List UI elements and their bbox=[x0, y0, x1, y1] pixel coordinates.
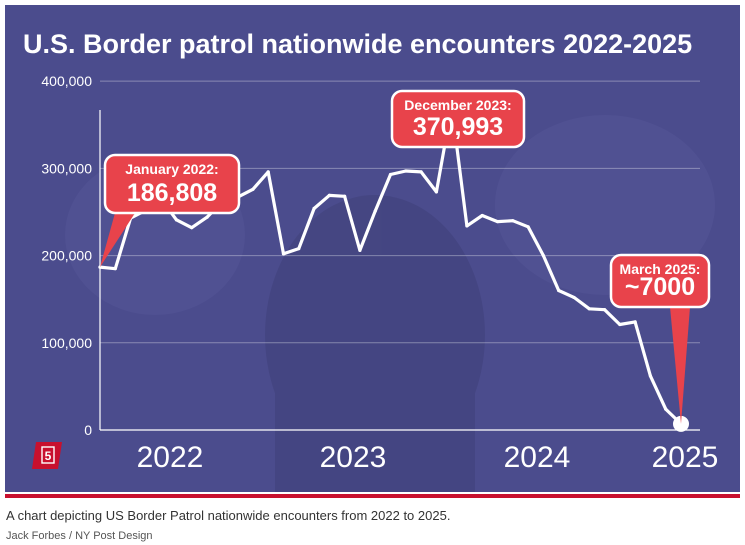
x-tick-label: 2025 bbox=[652, 441, 719, 474]
x-tick-label: 2022 bbox=[137, 441, 204, 474]
data-point bbox=[572, 295, 576, 300]
x-tick-label: 2024 bbox=[504, 441, 571, 474]
data-point bbox=[388, 172, 393, 177]
data-point bbox=[174, 218, 179, 222]
callout-label: March 2025: bbox=[620, 261, 701, 277]
data-point bbox=[419, 170, 423, 174]
data-point bbox=[618, 322, 622, 327]
slide-number-badge: 5 bbox=[32, 442, 62, 469]
y-tick-label: 300,000 bbox=[41, 160, 92, 176]
data-point bbox=[557, 288, 561, 293]
callout-box bbox=[609, 253, 711, 309]
callout-value: 186,808 bbox=[127, 179, 217, 207]
data-point bbox=[251, 187, 255, 191]
chart-title: U.S. Border patrol nationwide encounters… bbox=[23, 29, 692, 59]
data-point bbox=[526, 225, 530, 229]
data-point bbox=[587, 307, 591, 311]
callout-label: December 2023: bbox=[404, 97, 511, 113]
callout-box bbox=[103, 153, 241, 215]
x-tick-label: 2023 bbox=[320, 441, 387, 474]
annotation-layer: January 2022: 186,808 December 2023:370,99… bbox=[100, 89, 711, 424]
slide-number: 5 bbox=[45, 449, 52, 463]
data-point bbox=[113, 267, 117, 271]
data-point bbox=[602, 308, 607, 312]
data-point bbox=[465, 224, 469, 228]
y-tick-label: 0 bbox=[84, 422, 92, 438]
annotation-callout: December 2023:370,993 bbox=[390, 89, 526, 149]
caption-divider bbox=[5, 494, 740, 498]
y-tick-label: 200,000 bbox=[41, 248, 92, 264]
callout-value: ~7000 bbox=[625, 273, 695, 301]
data-point bbox=[404, 169, 408, 173]
data-point bbox=[358, 248, 362, 252]
data-point bbox=[633, 320, 637, 324]
data-point bbox=[266, 170, 270, 174]
data-point bbox=[297, 247, 301, 251]
y-tick-label: 400,000 bbox=[41, 73, 92, 89]
data-point bbox=[327, 193, 331, 198]
data-point bbox=[205, 215, 209, 219]
callout-label: January 2022: bbox=[125, 161, 218, 177]
data-point bbox=[281, 252, 286, 256]
axis-layer: 0 100,000 200,000 300,000 400,000 2022 2023 202… bbox=[41, 73, 718, 474]
callout-box bbox=[390, 89, 526, 149]
data-point bbox=[511, 219, 515, 223]
data-point bbox=[190, 226, 194, 230]
data-point bbox=[343, 194, 347, 198]
chart-background bbox=[5, 5, 740, 492]
callout-pointer bbox=[670, 307, 690, 424]
chart-svg: U.S. Border patrol nationwide encounters… bbox=[5, 5, 740, 492]
figure-caption: A chart depicting US Border Patrol natio… bbox=[6, 508, 451, 523]
figure-credit: Jack Forbes / NY Post Design bbox=[6, 530, 153, 542]
data-point bbox=[541, 253, 545, 258]
y-tick-label: 100,000 bbox=[41, 335, 92, 351]
callout-value: 370,993 bbox=[413, 113, 503, 141]
data-point bbox=[648, 374, 653, 378]
chart-figure: U.S. Border patrol nationwide encounters… bbox=[5, 5, 740, 492]
data-point bbox=[480, 213, 484, 218]
annotation-callout: January 2022: 186,808 bbox=[100, 153, 241, 268]
callout-pointer bbox=[100, 213, 135, 268]
data-point bbox=[495, 219, 500, 224]
data-point bbox=[373, 209, 377, 213]
data-point bbox=[312, 206, 316, 211]
data-point bbox=[434, 190, 438, 194]
slide-badge-shape: 5 bbox=[32, 442, 62, 469]
annotation-callout: March 2025:~7000 bbox=[609, 253, 711, 424]
data-point bbox=[664, 407, 668, 411]
